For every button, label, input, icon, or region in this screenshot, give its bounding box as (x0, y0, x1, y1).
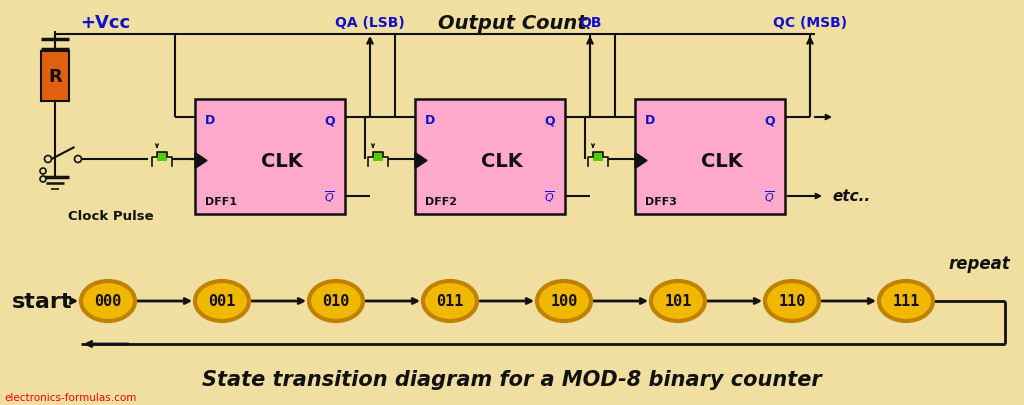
Text: DFF3: DFF3 (645, 196, 677, 207)
Bar (415, 100, 565, 215)
Polygon shape (195, 153, 207, 169)
Text: Q: Q (545, 114, 555, 127)
Text: DFF2: DFF2 (425, 196, 457, 207)
Text: $\overline{Q}$: $\overline{Q}$ (764, 189, 775, 205)
Text: $\overline{Q}$: $\overline{Q}$ (325, 189, 335, 205)
Text: +Vcc: +Vcc (80, 14, 130, 32)
Bar (373, 153, 383, 162)
Bar (41, 52, 69, 102)
Bar (157, 153, 167, 162)
Text: electronics-formulas.com: electronics-formulas.com (4, 392, 136, 402)
Text: 011: 011 (436, 294, 464, 309)
Text: QC (MSB): QC (MSB) (773, 16, 847, 30)
Text: D: D (205, 114, 215, 127)
Bar (593, 153, 603, 162)
Text: etc..: etc.. (831, 189, 870, 204)
Ellipse shape (537, 281, 591, 321)
Text: 101: 101 (665, 294, 691, 309)
Text: 111: 111 (892, 294, 920, 309)
Ellipse shape (879, 281, 933, 321)
Text: QB: QB (579, 16, 601, 30)
Text: start: start (12, 291, 73, 311)
Ellipse shape (423, 281, 477, 321)
Text: 010: 010 (323, 294, 349, 309)
Ellipse shape (765, 281, 819, 321)
Text: Clock Pulse: Clock Pulse (68, 209, 154, 222)
Text: CLK: CLK (261, 151, 303, 171)
Text: D: D (645, 114, 655, 127)
Text: 110: 110 (778, 294, 806, 309)
Ellipse shape (309, 281, 362, 321)
Text: QA (LSB): QA (LSB) (335, 16, 404, 30)
Text: Q: Q (764, 114, 775, 127)
Circle shape (40, 168, 46, 175)
Text: 001: 001 (208, 294, 236, 309)
Circle shape (75, 156, 82, 163)
Text: State transition diagram for a MOD-8 binary counter: State transition diagram for a MOD-8 bin… (202, 369, 822, 389)
Polygon shape (635, 153, 647, 169)
Text: R: R (48, 68, 61, 86)
Bar (195, 100, 345, 215)
Text: CLK: CLK (481, 151, 523, 171)
Polygon shape (415, 153, 427, 169)
Text: DFF1: DFF1 (205, 196, 237, 207)
Text: CLK: CLK (701, 151, 742, 171)
Circle shape (44, 156, 51, 163)
Text: 000: 000 (94, 294, 122, 309)
Bar (635, 100, 785, 215)
Text: Output Count: Output Count (437, 14, 587, 33)
Text: repeat: repeat (948, 254, 1010, 272)
Circle shape (40, 177, 46, 183)
Text: 100: 100 (550, 294, 578, 309)
Text: $\overline{Q}$: $\overline{Q}$ (544, 189, 555, 205)
Ellipse shape (81, 281, 135, 321)
Ellipse shape (195, 281, 249, 321)
Ellipse shape (651, 281, 705, 321)
Text: D: D (425, 114, 435, 127)
Text: Q: Q (325, 114, 335, 127)
